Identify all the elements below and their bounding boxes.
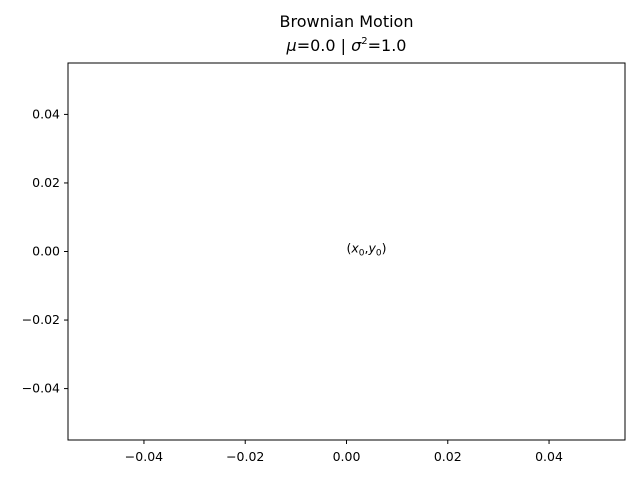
- x-axis: −0.04 −0.02 0.00 0.02 0.04: [125, 440, 563, 464]
- sigma-value: =1.0: [367, 36, 407, 55]
- annotation-x-symbol: x: [350, 241, 359, 256]
- annotation-y-subscript: 0: [376, 249, 382, 259]
- y-tick-label: 0.02: [32, 175, 60, 190]
- x-tick-label: 0.00: [333, 449, 361, 464]
- y-tick-label: 0.04: [32, 106, 60, 121]
- mu-symbol: μ: [286, 36, 297, 55]
- annotation-comma: ,: [365, 241, 369, 256]
- annotation-y-symbol: y: [368, 241, 377, 256]
- annotation-close-paren: ): [382, 241, 387, 256]
- y-tick-label: −0.02: [22, 312, 60, 327]
- chart-subtitle: μ=0.0 | σ2=1.0: [68, 35, 625, 55]
- annotation-open-paren: (: [347, 241, 352, 256]
- y-axis: 0.04 0.02 0.00 −0.02 −0.04: [22, 106, 68, 396]
- plot-area: (x0,y0): [347, 241, 387, 259]
- x-tick-label: 0.04: [535, 449, 563, 464]
- mu-value: =0.0 |: [296, 36, 352, 55]
- x-tick-label: −0.02: [226, 449, 264, 464]
- annotation-x-subscript: 0: [359, 249, 365, 259]
- sigma-symbol: σ: [351, 36, 362, 55]
- x-tick-label: 0.02: [434, 449, 462, 464]
- x-tick-label: −0.04: [125, 449, 163, 464]
- chart-title: Brownian Motion: [279, 12, 414, 31]
- start-point-annotation: (x0,y0): [347, 241, 387, 259]
- y-tick-label: 0.00: [32, 244, 60, 259]
- y-tick-label: −0.04: [22, 381, 60, 396]
- sigma-exponent: 2: [361, 35, 368, 47]
